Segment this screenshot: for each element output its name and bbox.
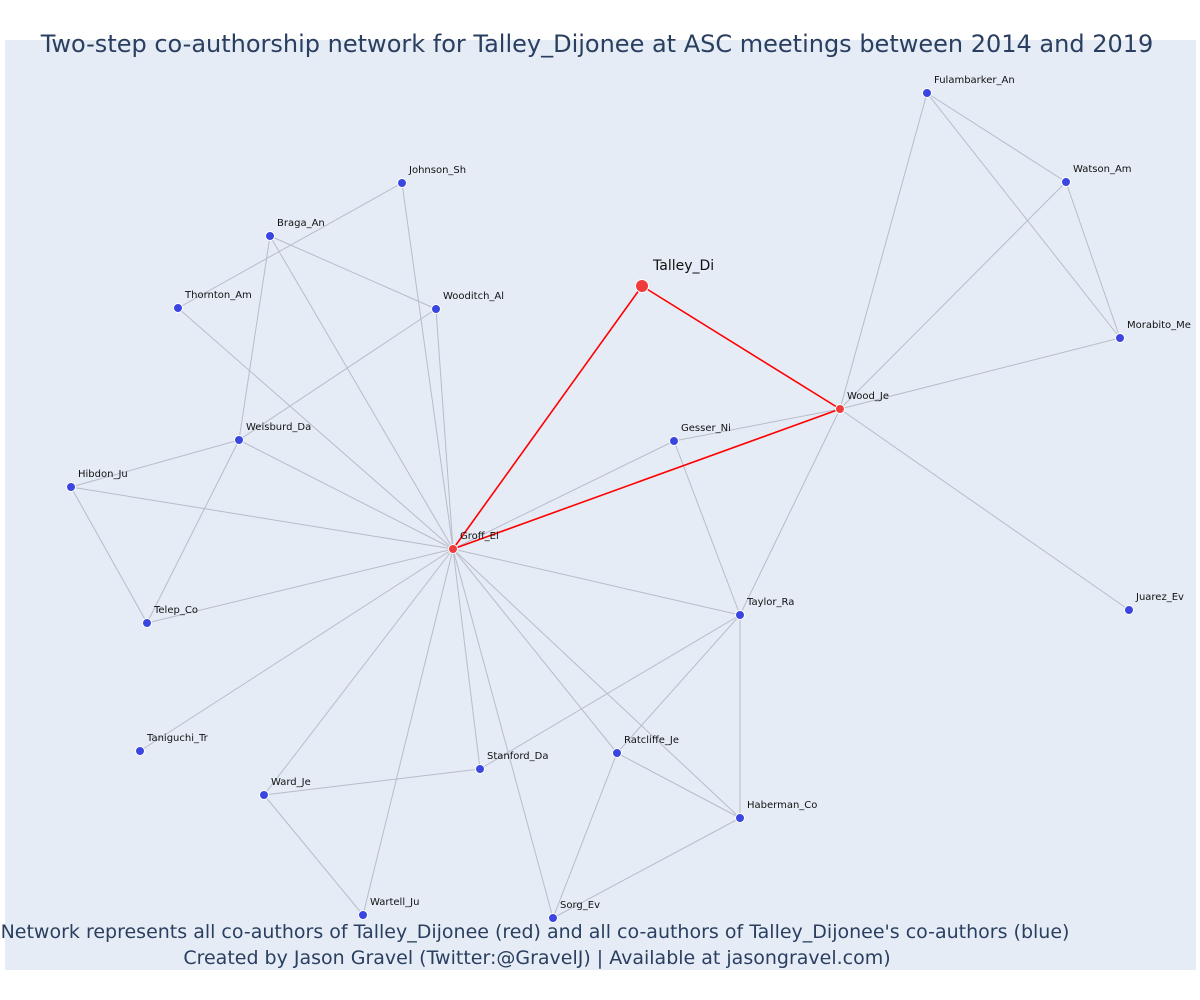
edge-Groff_El-Wood_Je (452, 408, 841, 550)
node-Groff_El[interactable] (448, 544, 458, 554)
edge-Ratcliffe_Je-Sorg_Ev (552, 752, 618, 919)
node-label-Gesser_Ni: Gesser_Ni (681, 423, 731, 434)
edge-Watson_Am-Morabito_Me (1065, 181, 1121, 339)
edge-Taylor_Ra-Ratcliffe_Je (616, 614, 741, 754)
edge-Fulambarker_An-Watson_Am (926, 92, 1067, 183)
edge-Talley_Di-Groff_El (452, 285, 643, 550)
node-label-Morabito_Me: Morabito_Me (1127, 320, 1191, 331)
node-Talley_Di[interactable] (635, 279, 649, 293)
node-Braga_An[interactable] (265, 231, 275, 241)
page-title: Two-step co-authorship network for Talle… (40, 30, 1154, 58)
plot-background (5, 40, 1196, 970)
node-Telep_Co[interactable] (142, 618, 152, 628)
node-label-Weisburd_Da: Weisburd_Da (246, 422, 311, 433)
node-label-Telep_Co: Telep_Co (153, 605, 198, 616)
edge-Wooditch_Al-Weisburd_Da (238, 308, 437, 441)
node-label-Taniguchi_Tr: Taniguchi_Tr (146, 733, 209, 744)
edge-Taniguchi_Tr-Groff_El (139, 548, 454, 752)
edge-Gesser_Ni-Groff_El (452, 440, 675, 550)
node-label-Juarez_Ev: Juarez_Ev (1135, 592, 1184, 603)
node-label-Ratcliffe_Je: Ratcliffe_Je (624, 735, 679, 746)
node-Haberman_Co[interactable] (735, 813, 745, 823)
node-Hibdon_Ju[interactable] (66, 482, 76, 492)
node-label-Braga_An: Braga_An (277, 218, 325, 229)
edge-Braga_An-Groff_El (269, 235, 454, 550)
node-Ward_Je[interactable] (259, 790, 269, 800)
node-Watson_Am[interactable] (1061, 177, 1071, 187)
node-Morabito_Me[interactable] (1115, 333, 1125, 343)
edge-Hibdon_Ju-Telep_Co (70, 486, 148, 624)
node-Gesser_Ni[interactable] (669, 436, 679, 446)
edge-Gesser_Ni-Taylor_Ra (673, 440, 741, 616)
node-Wood_Je[interactable] (835, 404, 845, 414)
edge-Ratcliffe_Je-Haberman_Co (616, 752, 741, 819)
node-label-Thornton_Am: Thornton_Am (184, 290, 252, 301)
edge-Johnson_Sh-Groff_El (401, 182, 454, 550)
edge-Wood_Je-Juarez_Ev (839, 408, 1130, 611)
edge-Talley_Di-Wood_Je (641, 285, 841, 410)
labels-layer: Talley_Di Wood_Je Groff_El Fulambarker_An Wa… (78, 75, 1191, 911)
node-Fulambarker_An[interactable] (922, 88, 932, 98)
edge-Hibdon_Ju-Groff_El (70, 486, 454, 550)
edge-Wood_Je-Taylor_Ra (739, 408, 841, 616)
node-label-Taylor_Ra: Taylor_Ra (746, 597, 794, 608)
node-Weisburd_Da[interactable] (234, 435, 244, 445)
node-label-Talley_Di: Talley_Di (652, 258, 714, 274)
edge-Taylor_Ra-Stanford_Da (479, 614, 741, 770)
node-label-Sorg_Ev: Sorg_Ev (560, 900, 600, 911)
node-label-Watson_Am: Watson_Am (1073, 164, 1132, 175)
node-Sorg_Ev[interactable] (548, 913, 558, 923)
edge-Wartell_Ju-Groff_El (362, 548, 454, 916)
node-Taniguchi_Tr[interactable] (135, 746, 145, 756)
node-label-Groff_El: Groff_El (460, 531, 499, 542)
node-label-Hibdon_Ju: Hibdon_Ju (78, 469, 128, 480)
node-label-Haberman_Co: Haberman_Co (747, 800, 817, 811)
footer-line-1: Network represents all co-authors of Tal… (1, 921, 1070, 943)
edge-Braga_An-Wooditch_Al (269, 235, 437, 310)
nodes-layer (66, 88, 1134, 923)
node-Ratcliffe_Je[interactable] (612, 748, 622, 758)
node-label-Wooditch_Al: Wooditch_Al (443, 291, 504, 302)
node-Thornton_Am[interactable] (173, 303, 183, 313)
edge-Braga_An-Weisburd_Da (238, 235, 271, 441)
edge-Ward_Je-Groff_El (263, 548, 454, 796)
edge-Haberman_Co-Groff_El (452, 548, 741, 819)
edge-Ratcliffe_Je-Groff_El (452, 548, 618, 754)
node-Wooditch_Al[interactable] (431, 304, 441, 314)
edge-Telep_Co-Groff_El (146, 548, 454, 624)
edge-Weisburd_Da-Groff_El (238, 439, 454, 550)
edge-Wooditch_Al-Groff_El (435, 308, 454, 550)
edge-Taylor_Ra-Groff_El (452, 548, 741, 616)
edge-Stanford_Da-Groff_El (452, 548, 481, 770)
node-Stanford_Da[interactable] (475, 764, 485, 774)
node-Juarez_Ev[interactable] (1124, 605, 1134, 615)
node-label-Johnson_Sh: Johnson_Sh (408, 165, 466, 176)
node-label-Wartell_Ju: Wartell_Ju (370, 897, 419, 908)
node-label-Fulambarker_An: Fulambarker_An (934, 75, 1015, 86)
edge-Wood_Je-Morabito_Me (839, 337, 1121, 410)
edges-layer (70, 92, 1130, 919)
edge-Ward_Je-Stanford_Da (263, 768, 481, 796)
edge-Weisburd_Da-Telep_Co (146, 439, 240, 624)
edge-Johnson_Sh-Thornton_Am (177, 182, 403, 309)
edge-Weisburd_Da-Hibdon_Ju (70, 439, 240, 488)
node-label-Ward_Je: Ward_Je (271, 777, 311, 788)
edge-Wood_Je-Gesser_Ni (673, 408, 841, 442)
edge-Haberman_Co-Sorg_Ev (552, 817, 741, 919)
node-label-Wood_Je: Wood_Je (847, 391, 889, 402)
edge-Ward_Je-Wartell_Ju (263, 794, 364, 916)
node-Taylor_Ra[interactable] (735, 610, 745, 620)
node-Wartell_Ju[interactable] (358, 910, 368, 920)
edge-Thornton_Am-Groff_El (177, 307, 454, 550)
node-Johnson_Sh[interactable] (397, 178, 407, 188)
edge-Wood_Je-Fulambarker_An (839, 92, 928, 410)
footer-line-2: Created by Jason Gravel (Twitter:@Gravel… (183, 947, 890, 969)
node-label-Stanford_Da: Stanford_Da (487, 751, 548, 762)
edge-Sorg_Ev-Groff_El (452, 548, 554, 919)
edge-Wood_Je-Watson_Am (839, 181, 1067, 410)
edge-Fulambarker_An-Morabito_Me (926, 92, 1121, 339)
